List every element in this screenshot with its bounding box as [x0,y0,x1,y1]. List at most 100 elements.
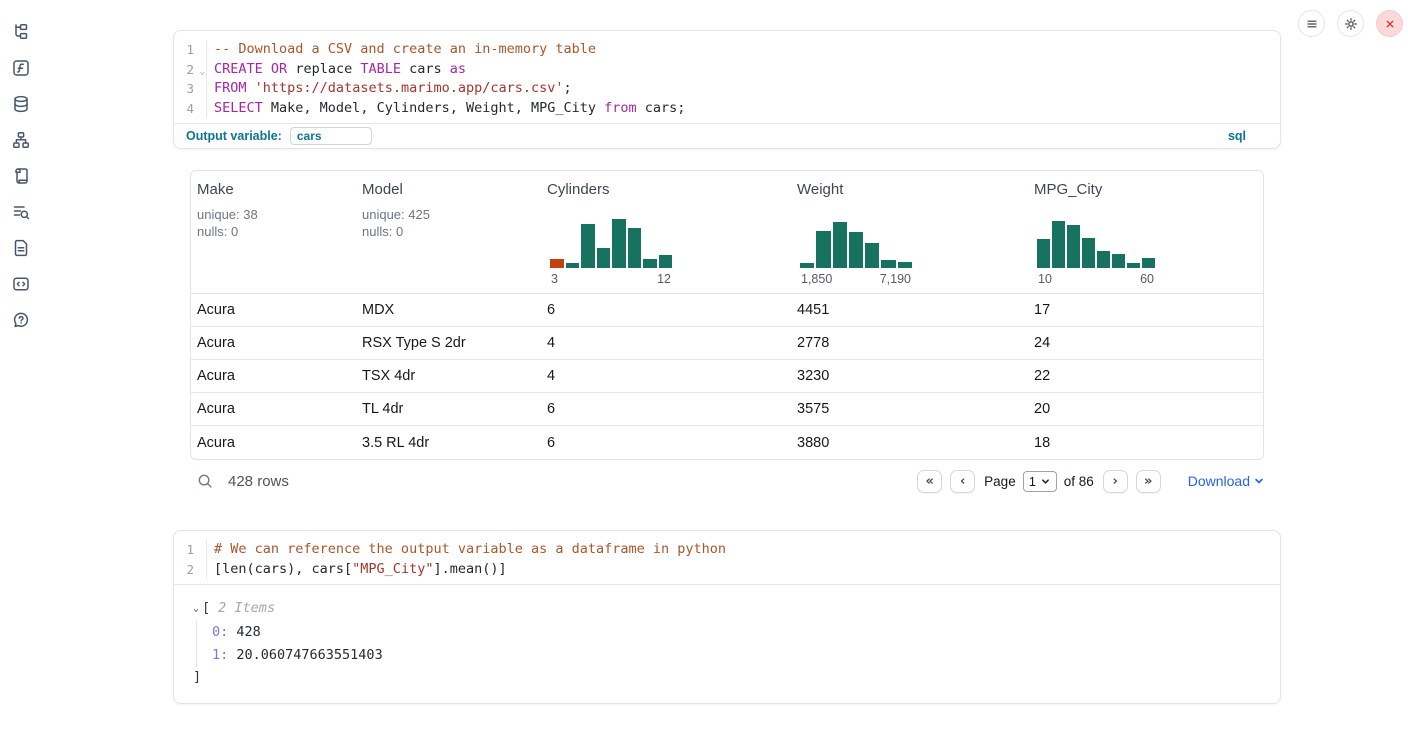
table-header: Make unique: 38 nulls: 0 Model unique: 4… [191,171,1263,294]
column-header-model[interactable]: Model unique: 425 nulls: 0 [356,171,541,293]
output-tree-header: ⌄ [ 2 Items [193,600,1280,616]
output-list-item: 1: 20.060747663551403 [212,644,1280,667]
language-badge: sql [1227,129,1246,144]
item-key: 1: [212,647,229,664]
sql-code-editor[interactable]: 1 -- Download a CSV and create an in-memo… [174,31,1280,123]
sidebar-item-documentation[interactable] [11,238,31,258]
histogram-bar [1082,237,1095,268]
histogram-bar [565,262,579,268]
table-cell: 22 [1034,368,1051,384]
table-footer: 428 rows « ‹ Page 1 of 86 › » Download [190,466,1264,496]
table-cell: 17 [1034,302,1051,318]
table-cell: MDX [362,302,395,318]
histogram-bar [581,223,595,268]
sidebar-item-snippets[interactable] [11,274,31,294]
sql-cell-footer: Output variable: sql [174,123,1280,148]
menu-button[interactable] [1298,10,1325,37]
close-icon [1386,20,1393,27]
first-page-button[interactable]: « [917,469,943,493]
column-label: MPG_City [1034,181,1103,198]
line-number: 2 [174,559,207,580]
file-tree-icon [15,24,28,39]
table-cell: 6 [547,401,556,417]
sidebar [0,0,42,729]
sidebar-item-logs[interactable] [11,166,31,186]
item-key: 0: [212,624,229,641]
open-bracket: [ [202,600,211,617]
histogram-axis: 10 60 [1037,272,1155,286]
code-text: # We can reference the output variable a… [207,540,726,560]
mpg-city-histogram [1037,216,1155,268]
output-tree-body: 0: 428 1: 20.060747663551403 [196,621,1280,668]
fold-chevron-icon[interactable]: ⌄ [199,66,205,77]
next-page-button[interactable]: › [1102,469,1128,493]
table-cell: 4 [547,335,556,351]
histogram-bar [897,261,912,268]
shutdown-button[interactable] [1376,10,1403,37]
code-token [247,80,255,96]
table-cell: Acura [197,434,235,451]
output-variable-label: Output variable: [186,129,282,144]
hamburger-menu-icon [1306,20,1317,27]
sidebar-item-scratchpad[interactable] [11,202,31,222]
code-token: as [449,60,467,77]
histogram-bar [1097,250,1110,268]
code-snippet-icon [13,277,29,291]
histogram-bar [1127,262,1140,268]
code-line: 4 SELECT Make, Model, Cylinders, Weight, … [174,98,1280,119]
code-line: 1 # We can reference the output variable … [174,540,1280,560]
topbar-controls [1298,10,1403,37]
sidebar-item-dependency-graph[interactable] [11,130,31,150]
collapse-chevron-icon[interactable]: ⌄ [193,602,200,614]
code-token: -- Download a CSV and create an in-memor… [214,41,597,57]
python-output: ⌄ [ 2 Items 0: 428 1: 20.060747663551403 … [174,585,1280,703]
search-button[interactable] [192,468,218,494]
table-cell: 4 [547,368,556,384]
axis-min: 3 [551,272,558,286]
code-token: Make, Model, Cylinders, Weight, MPG_City [262,99,605,116]
sidebar-item-file-tree[interactable] [11,22,31,42]
settings-button[interactable] [1337,10,1364,37]
download-button[interactable]: Download [1188,473,1264,489]
column-header-mpg-city[interactable]: MPG_City 10 60 [1028,171,1263,293]
histogram-bar [627,228,641,268]
sidebar-item-datasources[interactable] [11,94,31,114]
code-token: ; [563,80,572,97]
table-cell: TSX 4dr [362,368,416,384]
last-page-button[interactable]: » [1135,469,1161,493]
code-text: CREATE OR replace TABLE cars as [207,60,466,80]
cell-divider [174,584,1280,586]
table-cell: 3.5 RL 4dr [362,434,430,451]
sidebar-item-help[interactable] [11,310,31,330]
python-code-editor[interactable]: 1 # We can reference the output variable … [174,531,1280,584]
stat-unique: unique: 425 [362,207,430,222]
function-square-icon [13,60,29,76]
code-line: 1 -- Download a CSV and create an in-memo… [174,40,1280,60]
table-cell: 6 [547,434,556,451]
histogram-bar [1112,254,1125,268]
column-stats: unique: 38 nulls: 0 [197,207,356,240]
column-header-weight[interactable]: Weight 1,850 7,190 [791,171,1028,293]
sidebar-item-functions[interactable] [11,58,31,78]
code-token: from [604,99,637,116]
line-number: 1 [174,40,207,60]
close-bracket: ] [193,669,202,686]
output-variable-input[interactable] [289,127,372,146]
column-header-make[interactable]: Make unique: 38 nulls: 0 [191,171,356,293]
line-number: 3 [174,79,207,99]
prev-page-button[interactable]: ‹ [950,469,976,493]
histogram-wrap: 10 60 [1034,216,1263,286]
line-number: 1 [174,540,207,560]
table-row: Acura TL 4dr 6 3575 20 [191,393,1263,426]
code-text: -- Download a CSV and create an in-memor… [207,40,596,60]
page-select[interactable]: 1 [1022,470,1057,492]
histogram-axis: 3 12 [550,272,672,286]
column-header-cylinders[interactable]: Cylinders 3 12 [541,171,791,293]
histogram-bar [658,255,672,268]
table-cell: Acura [197,401,235,417]
code-token: FROM [214,80,247,97]
dependency-graph-icon [13,132,29,148]
code-token: # We can reference the output variable a… [214,541,727,557]
histogram-bar [881,260,896,268]
cylinders-histogram [550,216,672,268]
